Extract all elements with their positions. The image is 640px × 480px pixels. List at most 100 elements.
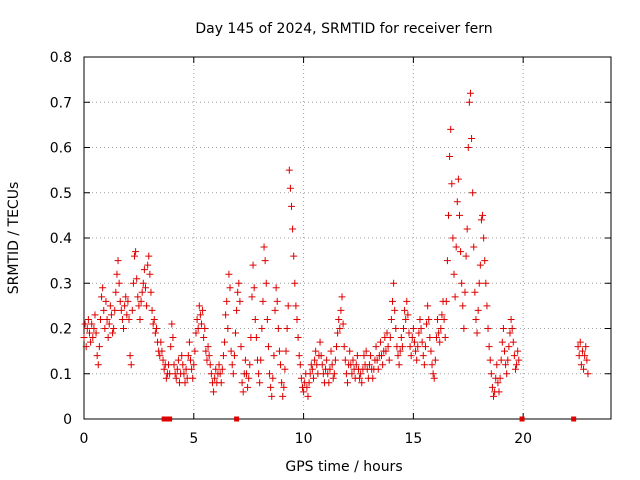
data-point	[352, 361, 360, 369]
data-point	[338, 293, 346, 301]
data-point	[442, 297, 450, 305]
data-point	[501, 347, 509, 355]
data-point	[431, 356, 439, 364]
data-point	[435, 329, 443, 337]
data-point	[144, 261, 152, 269]
data-point	[407, 352, 415, 360]
data-point	[373, 356, 381, 364]
data-point	[309, 374, 317, 382]
data-point	[199, 306, 207, 314]
data-point	[325, 379, 333, 387]
data-point	[402, 315, 410, 323]
data-point	[122, 293, 130, 301]
data-point	[256, 379, 264, 387]
data-point	[317, 352, 325, 360]
data-point	[372, 343, 380, 351]
data-point	[188, 365, 196, 373]
data-point	[246, 361, 254, 369]
data-point	[233, 306, 241, 314]
data-point	[578, 347, 586, 355]
data-point	[181, 379, 189, 387]
data-point	[406, 343, 414, 351]
data-point	[179, 361, 187, 369]
data-point	[134, 293, 142, 301]
data-point	[376, 338, 384, 346]
data-point	[428, 361, 436, 369]
data-point	[459, 302, 467, 310]
data-point	[223, 297, 231, 305]
data-point	[282, 347, 290, 355]
y-axis-label: SRMTID / TECUs	[6, 182, 22, 295]
data-point	[124, 297, 132, 305]
data-point	[448, 180, 456, 188]
data-point	[202, 347, 210, 355]
gap-marker	[519, 416, 525, 422]
data-point	[283, 325, 291, 332]
data-point	[83, 325, 91, 332]
data-point	[477, 216, 485, 224]
data-point	[197, 320, 205, 328]
data-point	[94, 361, 102, 369]
data-point	[486, 356, 494, 364]
data-point	[241, 356, 249, 364]
data-point	[323, 356, 331, 364]
data-point	[330, 370, 338, 378]
data-point	[291, 279, 299, 287]
data-point	[184, 352, 192, 360]
data-point	[447, 125, 455, 133]
data-point	[120, 325, 128, 332]
data-point	[80, 334, 88, 342]
data-point	[285, 166, 293, 174]
data-point	[219, 352, 227, 360]
data-point	[232, 329, 240, 337]
data-point	[194, 325, 202, 332]
data-point	[472, 315, 480, 323]
data-point	[445, 211, 453, 219]
data-point	[471, 288, 479, 296]
data-point	[306, 370, 314, 378]
data-point	[284, 302, 292, 310]
data-point	[469, 189, 477, 197]
x-tick-label: 5	[189, 431, 198, 447]
data-point	[278, 379, 286, 387]
data-point	[227, 347, 235, 355]
data-point	[244, 383, 252, 391]
x-tick-label: 15	[404, 431, 422, 447]
data-point	[316, 338, 324, 346]
data-point	[499, 325, 507, 332]
data-point	[274, 325, 282, 332]
data-point	[300, 388, 308, 396]
data-point	[99, 284, 107, 292]
data-point	[418, 338, 426, 346]
data-point	[466, 89, 474, 97]
data-point	[339, 320, 347, 328]
data-point	[440, 315, 448, 323]
data-point	[493, 361, 501, 369]
data-point	[186, 356, 194, 364]
data-point	[454, 175, 462, 183]
data-point	[207, 370, 215, 378]
data-point	[488, 383, 496, 391]
data-point	[263, 315, 271, 323]
data-point	[425, 315, 433, 323]
data-point	[479, 211, 487, 219]
data-point	[159, 356, 167, 364]
data-point	[360, 352, 368, 360]
y-tick-label: 0.2	[50, 322, 72, 338]
data-point	[128, 306, 136, 314]
data-point	[289, 225, 297, 233]
data-point	[140, 266, 148, 274]
data-point	[114, 257, 122, 265]
data-point	[496, 374, 504, 382]
data-point	[192, 329, 200, 337]
grid	[84, 57, 611, 419]
data-point	[304, 392, 312, 400]
data-point	[429, 370, 437, 378]
data-point	[81, 320, 89, 328]
data-point	[420, 361, 428, 369]
data-point	[580, 365, 588, 373]
data-point	[210, 388, 218, 396]
data-point	[415, 329, 423, 337]
y-tick-label: 0	[63, 412, 72, 428]
data-point	[127, 361, 135, 369]
